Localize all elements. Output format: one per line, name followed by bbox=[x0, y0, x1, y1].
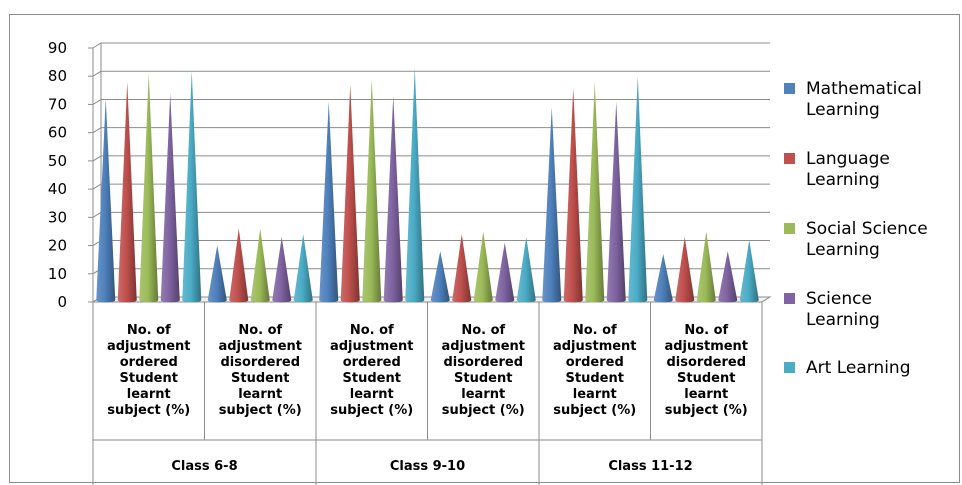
y-tick-label: 30 bbox=[48, 208, 67, 226]
cone-bar bbox=[293, 234, 313, 303]
gridline-depth bbox=[92, 127, 102, 134]
cone-bar bbox=[563, 87, 583, 303]
legend-swatch bbox=[784, 362, 795, 373]
cones bbox=[96, 67, 759, 303]
cone-bar bbox=[96, 98, 116, 303]
cone-bar bbox=[362, 79, 382, 303]
cone-bar bbox=[606, 101, 626, 303]
cone-bar bbox=[696, 231, 716, 303]
legend-label: Social Science Learning bbox=[806, 219, 928, 260]
cone-bar bbox=[340, 84, 360, 303]
cone-bar bbox=[182, 70, 202, 303]
legend-label: Language Learning bbox=[806, 149, 890, 190]
gridline-depth bbox=[92, 99, 102, 105]
cone-bar bbox=[739, 239, 759, 303]
category-label: No. of adjustment ordered Student learnt subj… bbox=[553, 323, 637, 418]
legend-swatch bbox=[784, 223, 795, 234]
legend-swatch bbox=[784, 153, 795, 164]
y-tick-label: 70 bbox=[48, 95, 67, 113]
cone-bar bbox=[117, 81, 137, 303]
y-tick-label: 0 bbox=[57, 293, 67, 311]
group-label: Class 6-8 bbox=[171, 459, 237, 474]
legend-label: Mathematical Learning bbox=[806, 79, 922, 120]
y-tick-label: 60 bbox=[48, 124, 67, 142]
cone-bar bbox=[653, 254, 673, 303]
cone-bar bbox=[383, 95, 403, 303]
gridline-depth bbox=[92, 211, 102, 218]
cone-bar bbox=[542, 107, 562, 303]
category-axis: No. of adjustment ordered Student learnt subj… bbox=[92, 302, 763, 485]
cone-bar bbox=[516, 237, 536, 303]
category-label: No. of adjustment disordered Student learnt s… bbox=[441, 323, 525, 418]
cone-bar bbox=[272, 237, 292, 303]
legend-swatch bbox=[784, 293, 795, 304]
y-tick-label: 10 bbox=[48, 265, 67, 283]
gridline-depth bbox=[92, 183, 102, 190]
cone-bar bbox=[473, 231, 493, 303]
gridline-depth bbox=[92, 70, 102, 77]
cone-bar bbox=[675, 237, 695, 303]
cone-bar bbox=[405, 67, 425, 303]
cone-bar bbox=[207, 245, 227, 303]
y-tick-label: 50 bbox=[48, 152, 67, 170]
y-tick-label: 20 bbox=[48, 237, 67, 255]
legend-swatch bbox=[784, 83, 795, 94]
gridline-depth bbox=[92, 155, 102, 162]
group-label: Class 11-12 bbox=[608, 459, 692, 474]
cone-bar bbox=[585, 81, 605, 303]
cone-bar bbox=[430, 251, 450, 303]
gridline-depth bbox=[92, 42, 102, 49]
legend-label: Art Learning bbox=[806, 358, 911, 378]
cone-bar bbox=[160, 93, 180, 303]
y-tick-label: 90 bbox=[48, 39, 67, 57]
y-tick-label: 80 bbox=[48, 67, 67, 85]
category-label: No. of adjustment ordered Student learnt subj… bbox=[330, 323, 414, 418]
cone-bar bbox=[452, 234, 472, 303]
cone-bar bbox=[250, 228, 270, 303]
cone-bar bbox=[229, 228, 249, 303]
legend-label: Science Learning bbox=[806, 289, 880, 330]
category-label: No. of adjustment disordered Student learnt s… bbox=[664, 323, 748, 418]
category-label: No. of adjustment ordered Student learnt subj… bbox=[107, 323, 191, 418]
category-label: No. of adjustment disordered Student learnt s… bbox=[218, 323, 302, 418]
legend: Mathematical Learning Language Learning Soci… bbox=[784, 79, 928, 378]
group-label: Class 9-10 bbox=[390, 459, 465, 474]
cone-bar bbox=[319, 101, 339, 303]
cone-bar bbox=[718, 251, 738, 303]
y-tick-label: 40 bbox=[48, 180, 67, 198]
cone-bar bbox=[139, 73, 159, 303]
cone-bar bbox=[628, 76, 648, 303]
cone-bar bbox=[495, 242, 515, 303]
